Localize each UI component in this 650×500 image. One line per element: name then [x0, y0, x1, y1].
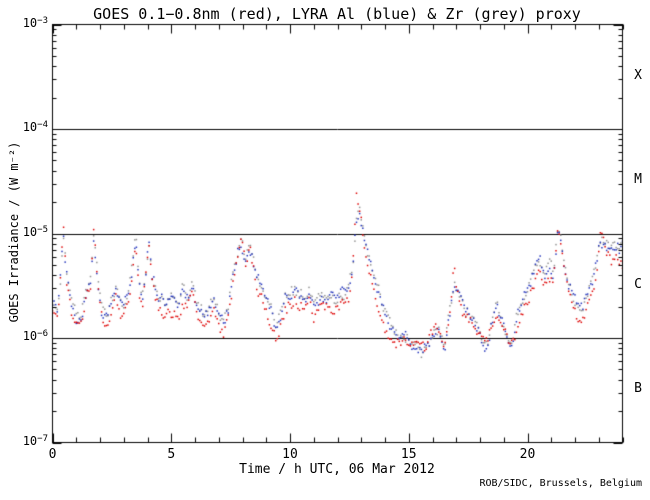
y-tick-label: 10−4 [22, 120, 48, 134]
flare-class-label-B: B [634, 381, 642, 397]
chart-title: GOES 0.1−0.8nm (red), LYRA Al (blue) & Z… [93, 5, 581, 23]
flare-class-label-M: M [634, 172, 642, 188]
x-tick-label: 5 [167, 447, 176, 462]
flare-class-label-C: C [634, 276, 642, 292]
x-tick-label: 15 [400, 447, 417, 462]
flare-class-label-X: X [634, 67, 642, 83]
y-tick-label: 10−3 [22, 15, 48, 30]
y-tick-label: 10−6 [22, 329, 48, 343]
x-tick-label: 0 [48, 447, 57, 462]
y-tick-label: 10−5 [22, 224, 48, 239]
y-tick-label: 10−7 [22, 433, 48, 448]
x-tick-label: 10 [282, 447, 298, 462]
x-axis-label: Time / h UTC, 06 Mar 2012 [239, 462, 435, 477]
credit-text: ROB/SIDC, Brussels, Belgium [479, 478, 642, 489]
x-tick-label: 20 [519, 447, 536, 462]
